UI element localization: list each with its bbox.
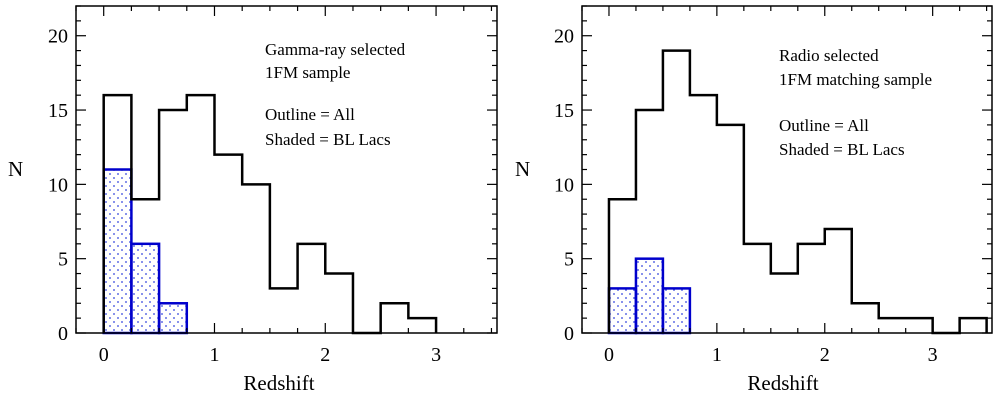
annotation-line-2: 1FM sample (265, 63, 350, 82)
annotation-line-4: Shaded = BL Lacs (779, 140, 905, 159)
x-tick-label: 3 (431, 344, 441, 366)
panel-right: 0 5 10 15 20 0 1 2 3 Radio selected 1FM matching… (515, 5, 993, 395)
shaded-bar-0 (102, 168, 133, 335)
x-axis-label: Redshift (243, 371, 314, 395)
y-tick-label: 0 (58, 323, 68, 345)
annotation-line-3: Outline = All (779, 116, 869, 135)
x-tick-label: 2 (820, 344, 830, 366)
x-tick-label: 0 (99, 344, 109, 366)
y-tick-label: 5 (58, 249, 68, 271)
annotation-line-4: Shaded = BL Lacs (265, 130, 391, 149)
annotation-line-1: Gamma-ray selected (265, 40, 406, 59)
x-tick-label: 3 (928, 344, 938, 366)
panel-left: 0 5 10 15 20 0 1 2 3 Gamma-ray selected 1FM samp… (8, 5, 498, 395)
shaded-bar-2 (157, 302, 189, 335)
y-tick-label: 10 (554, 174, 574, 196)
annotation-line-2: 1FM matching sample (779, 70, 932, 89)
y-axis-label: N (8, 157, 23, 181)
y-tick-label: 0 (564, 323, 574, 345)
y-axis-label: N (515, 157, 530, 181)
outline-histogram (102, 93, 438, 335)
x-tick-label: 1 (209, 344, 219, 366)
y-tick-label: 20 (554, 26, 574, 48)
x-tick-label: 2 (320, 344, 330, 366)
x-tick-label: 1 (712, 344, 722, 366)
y-tick-label: 20 (48, 26, 68, 48)
shaded-bar-0 (607, 287, 638, 335)
y-tick-label: 15 (554, 100, 574, 122)
x-axis-label: Redshift (747, 371, 818, 395)
y-tick-label: 5 (564, 249, 574, 271)
shaded-bar-1 (130, 242, 161, 335)
y-tick-label: 10 (48, 174, 68, 196)
y-tick-label: 15 (48, 100, 68, 122)
annotation-line-1: Radio selected (779, 46, 879, 65)
annotation-line-3: Outline = All (265, 105, 355, 124)
shaded-bar-2 (661, 287, 692, 335)
x-tick-label: 0 (604, 344, 614, 366)
shaded-bar-1 (634, 257, 665, 335)
